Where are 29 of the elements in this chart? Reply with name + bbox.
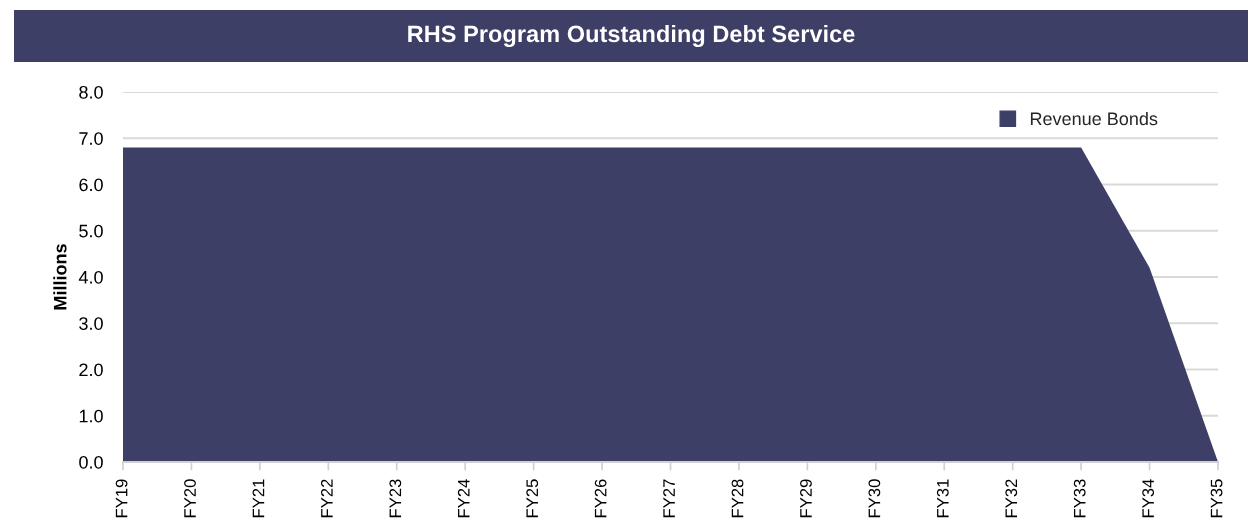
x-tick-label: FY29 [800,479,812,518]
x-tick-label: FY22 [320,479,333,518]
x-tick-label: FY19 [115,479,128,518]
y-tick-label: 6.0 [79,178,103,192]
y-tick-label: 7.0 [79,132,103,145]
x-tick-label: FY28 [731,479,744,518]
x-tick-label: FY33 [1073,479,1086,518]
y-tick-label: 5.0 [79,224,103,238]
y-tick-label: 0.0 [79,455,103,469]
x-tick-label: FY34 [1142,479,1155,518]
x-tick-label: FY21 [252,479,265,518]
x-tick-label: FY23 [389,479,402,518]
x-tick-label: FY27 [663,479,675,518]
x-tick-label: FY20 [184,479,196,518]
x-tick-label: FY24 [457,479,470,518]
y-tick-label: 2.0 [79,363,103,377]
y-axis-title: Millions [53,244,67,310]
y-tick-label: 4.0 [78,270,103,284]
legend-label: Revenue Bonds [1030,111,1158,126]
x-tick-label: FY25 [526,479,539,518]
x-tick-label: FY32 [1005,479,1018,518]
x-tick-label: FY35 [1210,479,1223,518]
y-tick-label: 8.0 [79,85,103,99]
x-tick-label: FY31 [936,479,949,518]
y-tick-label: 3.0 [79,317,103,330]
x-tick-label: FY26 [594,479,607,518]
y-tick-label: 1.0 [79,409,103,423]
chart-title: RHS Program Outstanding Debt Service [408,24,855,48]
x-tick-label: FY30 [868,479,881,518]
